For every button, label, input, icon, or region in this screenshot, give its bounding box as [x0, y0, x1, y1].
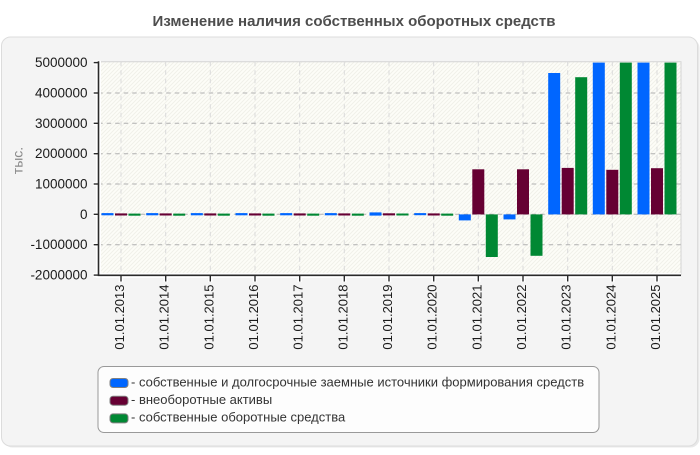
svg-text:01.01.2021: 01.01.2021: [469, 285, 484, 350]
svg-text:01.01.2017: 01.01.2017: [291, 285, 306, 350]
svg-text:Изменение наличия собственных: Изменение наличия собственных оборотных …: [153, 13, 556, 30]
svg-text:- собственные и долгосрочные з: - собственные и долгосрочные заемные ист…: [131, 374, 584, 389]
svg-text:тыс.: тыс.: [10, 147, 26, 174]
svg-text:01.01.2018: 01.01.2018: [335, 285, 350, 350]
svg-text:-1000000: -1000000: [30, 237, 87, 252]
svg-text:01.01.2020: 01.01.2020: [425, 285, 440, 350]
svg-text:01.01.2019: 01.01.2019: [380, 285, 395, 350]
svg-text:5000000: 5000000: [35, 55, 88, 70]
svg-text:4000000: 4000000: [35, 86, 88, 101]
svg-text:01.01.2025: 01.01.2025: [648, 285, 663, 350]
svg-text:01.01.2014: 01.01.2014: [157, 285, 172, 350]
svg-text:0: 0: [80, 207, 88, 222]
svg-text:01.01.2024: 01.01.2024: [603, 285, 618, 350]
svg-text:-2000000: -2000000: [30, 268, 87, 283]
svg-text:1000000: 1000000: [35, 177, 88, 192]
svg-text:3000000: 3000000: [35, 116, 88, 131]
svg-text:01.01.2023: 01.01.2023: [559, 285, 574, 350]
svg-text:- собственные оборотные средст: - собственные оборотные средства: [131, 410, 346, 425]
svg-text:01.01.2015: 01.01.2015: [201, 285, 216, 350]
svg-text:01.01.2022: 01.01.2022: [514, 285, 529, 350]
svg-text:01.01.2016: 01.01.2016: [246, 285, 261, 350]
svg-text:01.01.2013: 01.01.2013: [112, 285, 127, 350]
svg-text:- внеоборотные активы: - внеоборотные активы: [131, 392, 272, 407]
svg-text:2000000: 2000000: [35, 146, 88, 161]
